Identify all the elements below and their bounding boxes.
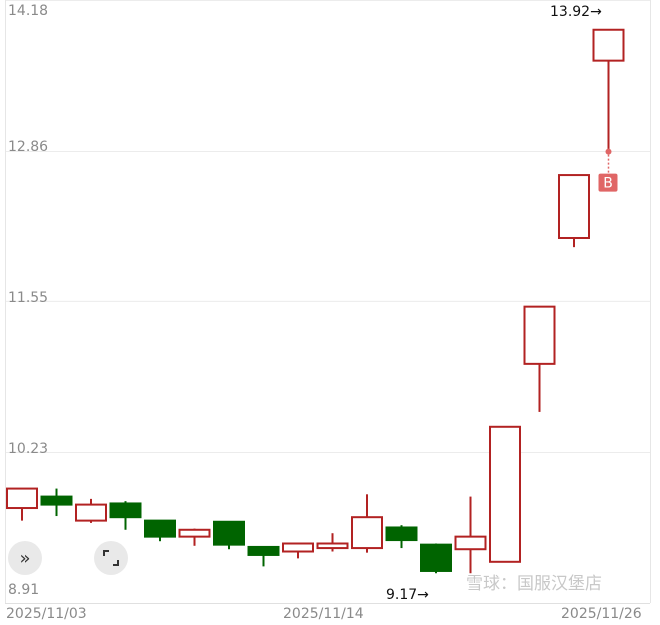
buy-marker-dot — [605, 148, 612, 155]
fullscreen-button[interactable] — [94, 541, 128, 575]
double-chevron-right-icon: » — [19, 547, 31, 569]
candle-body — [40, 495, 73, 506]
expand-button[interactable]: » — [8, 541, 42, 575]
candle-body — [558, 174, 590, 239]
x-tick-label: 2025/11/26 — [561, 606, 642, 622]
candle-body — [282, 542, 314, 553]
candle-body — [109, 502, 142, 519]
high-annotation: 13.92→ — [550, 4, 602, 20]
candle-body — [75, 503, 107, 522]
candle-body — [385, 526, 418, 542]
watermark: 雪球：国服汉堡店 — [466, 574, 602, 594]
candle-body — [144, 519, 176, 538]
candle-body — [592, 28, 625, 62]
candle-body — [213, 520, 245, 546]
candle-body — [316, 542, 349, 550]
y-tick-label: 11.55 — [8, 290, 49, 306]
low-annotation: 9.17→ — [386, 587, 429, 603]
candle-body — [6, 487, 38, 510]
y-tick-label: 14.18 — [8, 3, 49, 19]
y-tick-label: 8.91 — [8, 582, 40, 598]
candle-body — [523, 305, 556, 365]
x-tick-label: 2025/11/14 — [283, 606, 364, 622]
candle-body — [454, 535, 487, 551]
buy-marker-badge — [598, 173, 618, 192]
buy-marker-label: B — [603, 176, 613, 192]
x-tick-label: 2025/11/03 — [6, 606, 87, 622]
y-tick-label: 10.23 — [8, 441, 49, 457]
candle-body — [420, 543, 452, 572]
y-tick-label: 12.86 — [8, 139, 49, 155]
candle-body — [178, 528, 211, 538]
candle-body — [247, 545, 280, 556]
candle-body — [489, 425, 521, 563]
fullscreen-icon — [103, 550, 119, 566]
candle-body — [351, 516, 383, 550]
